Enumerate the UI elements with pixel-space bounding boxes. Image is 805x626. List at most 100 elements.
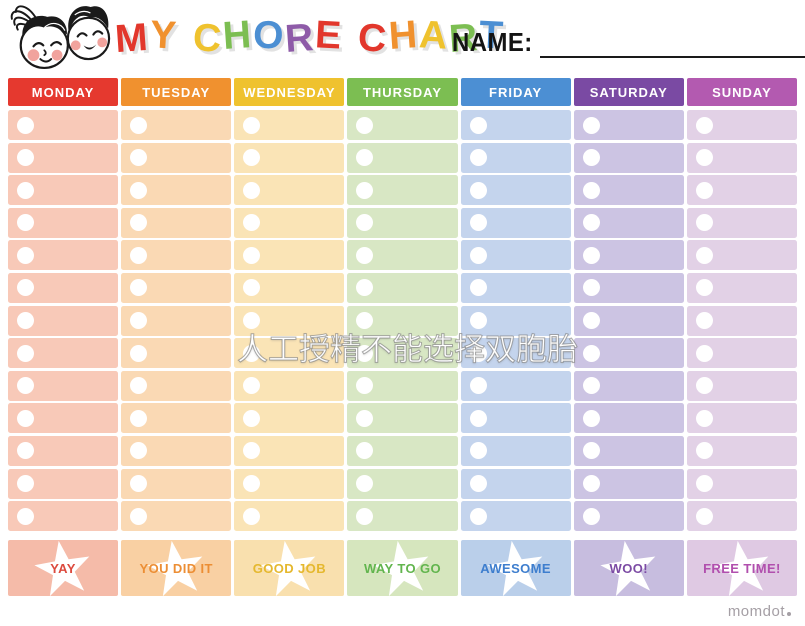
chore-checkbox[interactable]: [17, 409, 34, 427]
chore-checkbox[interactable]: [130, 344, 148, 362]
chore-checkbox[interactable]: [469, 116, 487, 134]
chore-checkbox[interactable]: [356, 149, 374, 167]
chore-checkbox[interactable]: [243, 377, 261, 395]
chore-checkbox[interactable]: [130, 409, 148, 427]
star-icon: [713, 540, 769, 597]
chore-checkbox[interactable]: [695, 279, 713, 297]
chore-checkbox[interactable]: [130, 181, 148, 199]
chore-checkbox[interactable]: [17, 312, 34, 330]
chore-cell: [8, 435, 119, 466]
chore-checkbox[interactable]: [243, 116, 261, 134]
chore-checkbox[interactable]: [356, 344, 374, 362]
chore-checkbox[interactable]: [17, 475, 34, 493]
chore-checkbox[interactable]: [695, 116, 713, 134]
chore-checkbox[interactable]: [469, 377, 487, 395]
chore-checkbox[interactable]: [17, 344, 34, 362]
chore-checkbox[interactable]: [469, 475, 487, 493]
chore-checkbox[interactable]: [469, 246, 487, 264]
chore-checkbox[interactable]: [243, 149, 261, 167]
chore-checkbox[interactable]: [130, 507, 148, 525]
chore-checkbox[interactable]: [695, 409, 713, 427]
chore-checkbox[interactable]: [469, 344, 487, 362]
chore-checkbox[interactable]: [469, 507, 487, 525]
chore-checkbox[interactable]: [695, 442, 713, 460]
chore-checkbox[interactable]: [582, 344, 600, 362]
chore-checkbox[interactable]: [130, 442, 148, 460]
chore-checkbox[interactable]: [356, 312, 374, 330]
chore-checkbox[interactable]: [243, 442, 261, 460]
chore-checkbox[interactable]: [356, 409, 374, 427]
chore-checkbox[interactable]: [130, 246, 148, 264]
chore-checkbox[interactable]: [17, 214, 34, 232]
chore-checkbox[interactable]: [356, 116, 374, 134]
chore-checkbox[interactable]: [582, 377, 600, 395]
chore-checkbox[interactable]: [695, 475, 713, 493]
chore-checkbox[interactable]: [17, 377, 34, 395]
chore-checkbox[interactable]: [469, 149, 487, 167]
chore-checkbox[interactable]: [356, 377, 374, 395]
chore-checkbox[interactable]: [17, 149, 34, 167]
chore-checkbox[interactable]: [130, 279, 148, 297]
chore-checkbox[interactable]: [582, 181, 600, 199]
chore-checkbox[interactable]: [695, 149, 713, 167]
chore-checkbox[interactable]: [17, 116, 34, 134]
chore-checkbox[interactable]: [356, 279, 374, 297]
chore-checkbox[interactable]: [356, 246, 374, 264]
chore-checkbox[interactable]: [17, 246, 34, 264]
chore-checkbox[interactable]: [582, 116, 600, 134]
chore-checkbox[interactable]: [356, 181, 374, 199]
chore-checkbox[interactable]: [695, 507, 713, 525]
chore-checkbox[interactable]: [469, 181, 487, 199]
chore-checkbox[interactable]: [695, 246, 713, 264]
chore-checkbox[interactable]: [243, 181, 261, 199]
chore-checkbox[interactable]: [356, 214, 374, 232]
chore-checkbox[interactable]: [695, 312, 713, 330]
name-label: NAME:: [452, 27, 533, 57]
chore-cell: [686, 435, 797, 466]
chore-checkbox[interactable]: [469, 409, 487, 427]
chore-checkbox[interactable]: [17, 181, 34, 199]
chore-checkbox[interactable]: [469, 442, 487, 460]
chore-cell: [573, 468, 684, 499]
chore-checkbox[interactable]: [695, 344, 713, 362]
chore-checkbox[interactable]: [243, 214, 261, 232]
chore-checkbox[interactable]: [243, 344, 261, 362]
chore-checkbox[interactable]: [243, 312, 261, 330]
chore-checkbox[interactable]: [582, 442, 600, 460]
chore-checkbox[interactable]: [582, 507, 600, 525]
chore-checkbox[interactable]: [582, 409, 600, 427]
chore-checkbox[interactable]: [469, 312, 487, 330]
name-input-line[interactable]: [539, 30, 805, 58]
chore-checkbox[interactable]: [243, 279, 261, 297]
star-icon: [487, 540, 542, 597]
chore-checkbox[interactable]: [130, 214, 148, 232]
chore-checkbox[interactable]: [356, 442, 374, 460]
chore-checkbox[interactable]: [17, 507, 34, 525]
chore-checkbox[interactable]: [582, 312, 600, 330]
chore-checkbox[interactable]: [243, 246, 261, 264]
chore-checkbox[interactable]: [243, 507, 261, 525]
chore-checkbox[interactable]: [243, 409, 261, 427]
chore-checkbox[interactable]: [130, 312, 148, 330]
chore-checkbox[interactable]: [17, 442, 34, 460]
chore-checkbox[interactable]: [695, 377, 713, 395]
chore-checkbox[interactable]: [582, 149, 600, 167]
chore-checkbox[interactable]: [130, 475, 148, 493]
chore-checkbox[interactable]: [469, 279, 487, 297]
chore-checkbox[interactable]: [582, 475, 600, 493]
chore-checkbox[interactable]: [582, 279, 600, 297]
chore-checkbox[interactable]: [130, 149, 148, 167]
chore-checkbox[interactable]: [695, 181, 713, 199]
chore-checkbox[interactable]: [17, 279, 34, 297]
chore-checkbox[interactable]: [582, 214, 600, 232]
chore-checkbox[interactable]: [695, 214, 713, 232]
chore-checkbox[interactable]: [130, 116, 148, 134]
chore-checkbox[interactable]: [356, 507, 374, 525]
chore-checkbox[interactable]: [356, 475, 374, 493]
chore-checkbox[interactable]: [469, 214, 487, 232]
chore-checkbox[interactable]: [582, 246, 600, 264]
chore-checkbox[interactable]: [243, 475, 261, 493]
chore-checkbox[interactable]: [130, 377, 148, 395]
chore-cell: [8, 272, 119, 303]
reward-cell: YOU DID IT: [121, 540, 232, 597]
